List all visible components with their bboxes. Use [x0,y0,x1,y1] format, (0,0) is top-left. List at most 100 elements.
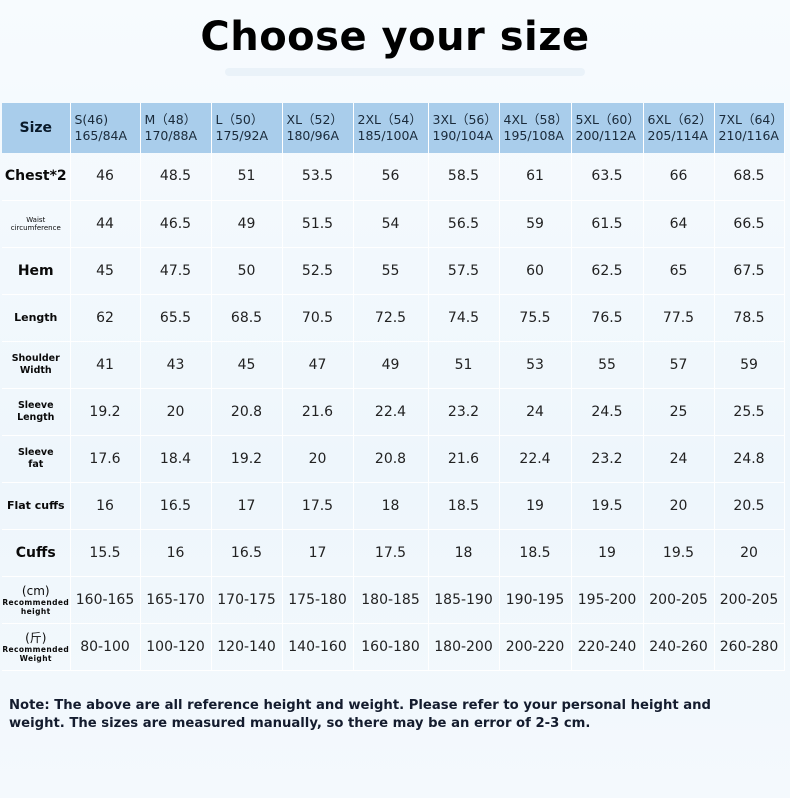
row-label-line1: Shoulder [11,352,60,364]
size-code: 170/88A [144,128,198,143]
table-cell: 44 [70,200,141,248]
table-cell: 170-175 [211,576,283,624]
size-header-cell: 5XL（60） 200/112A [571,103,644,153]
table-cell: 54 [353,200,429,248]
table-cell: 20 [643,482,715,530]
table-row: Cuffs 15.5 16 16.5 17 17.5 18 18.5 19 19.5 20 [2,529,785,577]
table-cell: 185-190 [428,576,500,624]
table-cell: 57 [643,341,715,389]
table-cell: 140-160 [282,623,354,671]
size-header-cell: 7XL（64） 210/116A [714,103,785,153]
table-cell: 74.5 [428,294,500,342]
size-code: 165/84A [74,128,128,143]
table-cell: 47 [282,341,354,389]
row-label: Hem [2,247,71,295]
table-cell: 56.5 [428,200,500,248]
table-cell: 195-200 [571,576,644,624]
table-cell: 17.6 [70,435,141,483]
table-cell: 16 [140,529,212,577]
table-cell: 180-200 [428,623,500,671]
table-cell: 21.6 [428,435,500,483]
size-name: S(46) [74,112,109,127]
table-cell: 45 [211,341,283,389]
row-label-line2: height [20,606,51,616]
table-cell: 70.5 [282,294,354,342]
table-cell: 55 [571,341,644,389]
size-header-cell: 3XL（56） 190/104A [428,103,500,153]
row-label-line1: Recommended [2,644,70,654]
row-label-line2: Length [17,411,55,423]
table-cell: 17.5 [353,529,429,577]
row-label-line2: Weight [19,653,52,663]
row-label-line1: Recommended [2,597,70,607]
table-cell: 43 [140,341,212,389]
size-name: 7XL（64） [718,112,783,127]
row-label-unit: (cm) [21,583,50,598]
table-cell: 75.5 [499,294,572,342]
table-cell: 51.5 [282,200,354,248]
table-cell: 20.8 [353,435,429,483]
table-cell: 160-165 [70,576,141,624]
table-row: Waist circumference 44 46.5 49 51.5 54 56.5 59 61… [2,200,785,248]
table-cell: 200-220 [499,623,572,671]
table-row: (斤) Recommended Weight 80-100 100-120 120-140… [2,623,785,671]
row-label: (cm) Recommended height [2,576,71,624]
row-label: (斤) Recommended Weight [2,623,71,671]
table-cell: 120-140 [211,623,283,671]
table-cell: 67.5 [714,247,785,295]
row-label-text: Cuffs [15,544,56,561]
table-cell: 17 [282,529,354,577]
table-cell: 16.5 [211,529,283,577]
size-code: 190/104A [432,128,493,143]
table-cell: 65.5 [140,294,212,342]
table-cell: 47.5 [140,247,212,295]
size-header-cell: XL（52） 180/96A [282,103,354,153]
table-cell: 58.5 [428,153,500,201]
size-name: 6XL（62） [647,112,712,127]
table-cell: 15.5 [70,529,141,577]
table-cell: 72.5 [353,294,429,342]
size-header-row: Size S(46) 165/84A M（48） 170/88A L（50） 175/… [2,103,785,153]
table-cell: 18.5 [428,482,500,530]
table-cell: 18.5 [499,529,572,577]
table-cell: 17.5 [282,482,354,530]
table-cell: 61 [499,153,572,201]
table-cell: 62 [70,294,141,342]
table-cell: 21.6 [282,388,354,436]
row-label-line1: Sleeve [17,399,54,411]
table-cell: 20 [282,435,354,483]
table-cell: 20.5 [714,482,785,530]
size-name: 3XL（56） [432,112,497,127]
table-cell: 19.5 [571,482,644,530]
table-cell: 24 [643,435,715,483]
table-cell: 65 [643,247,715,295]
table-cell: 190-195 [499,576,572,624]
row-label-text: Flat cuffs [6,499,65,512]
row-label: Length [2,294,71,342]
size-table: Size S(46) 165/84A M（48） 170/88A L（50） 175/… [2,103,785,671]
table-cell: 46.5 [140,200,212,248]
size-code: 175/92A [215,128,269,143]
row-label-text: Length [14,311,58,324]
row-label-unit: (斤) [25,630,47,645]
table-cell: 57.5 [428,247,500,295]
size-code: 200/112A [575,128,636,143]
table-cell: 100-120 [140,623,212,671]
table-cell: 200-205 [643,576,715,624]
size-code: 180/96A [286,128,340,143]
table-cell: 60 [499,247,572,295]
size-header-corner: Size [2,103,71,153]
size-name: XL（52） [286,112,343,127]
size-code: 195/108A [503,128,564,143]
table-row: Shoulder Width 41 43 45 47 49 51 53 55 57 59 [2,341,785,389]
table-cell: 20 [714,529,785,577]
table-cell: 18.4 [140,435,212,483]
table-cell: 165-170 [140,576,212,624]
table-cell: 23.2 [428,388,500,436]
size-header-cell: 4XL（58） 195/108A [499,103,572,153]
table-cell: 49 [211,200,283,248]
table-cell: 20.8 [211,388,283,436]
table-row: Length 62 65.5 68.5 70.5 72.5 74.5 75.5 76.5 77.5… [2,294,785,342]
size-header-cell: 2XL（54） 185/100A [353,103,429,153]
table-cell: 51 [428,341,500,389]
